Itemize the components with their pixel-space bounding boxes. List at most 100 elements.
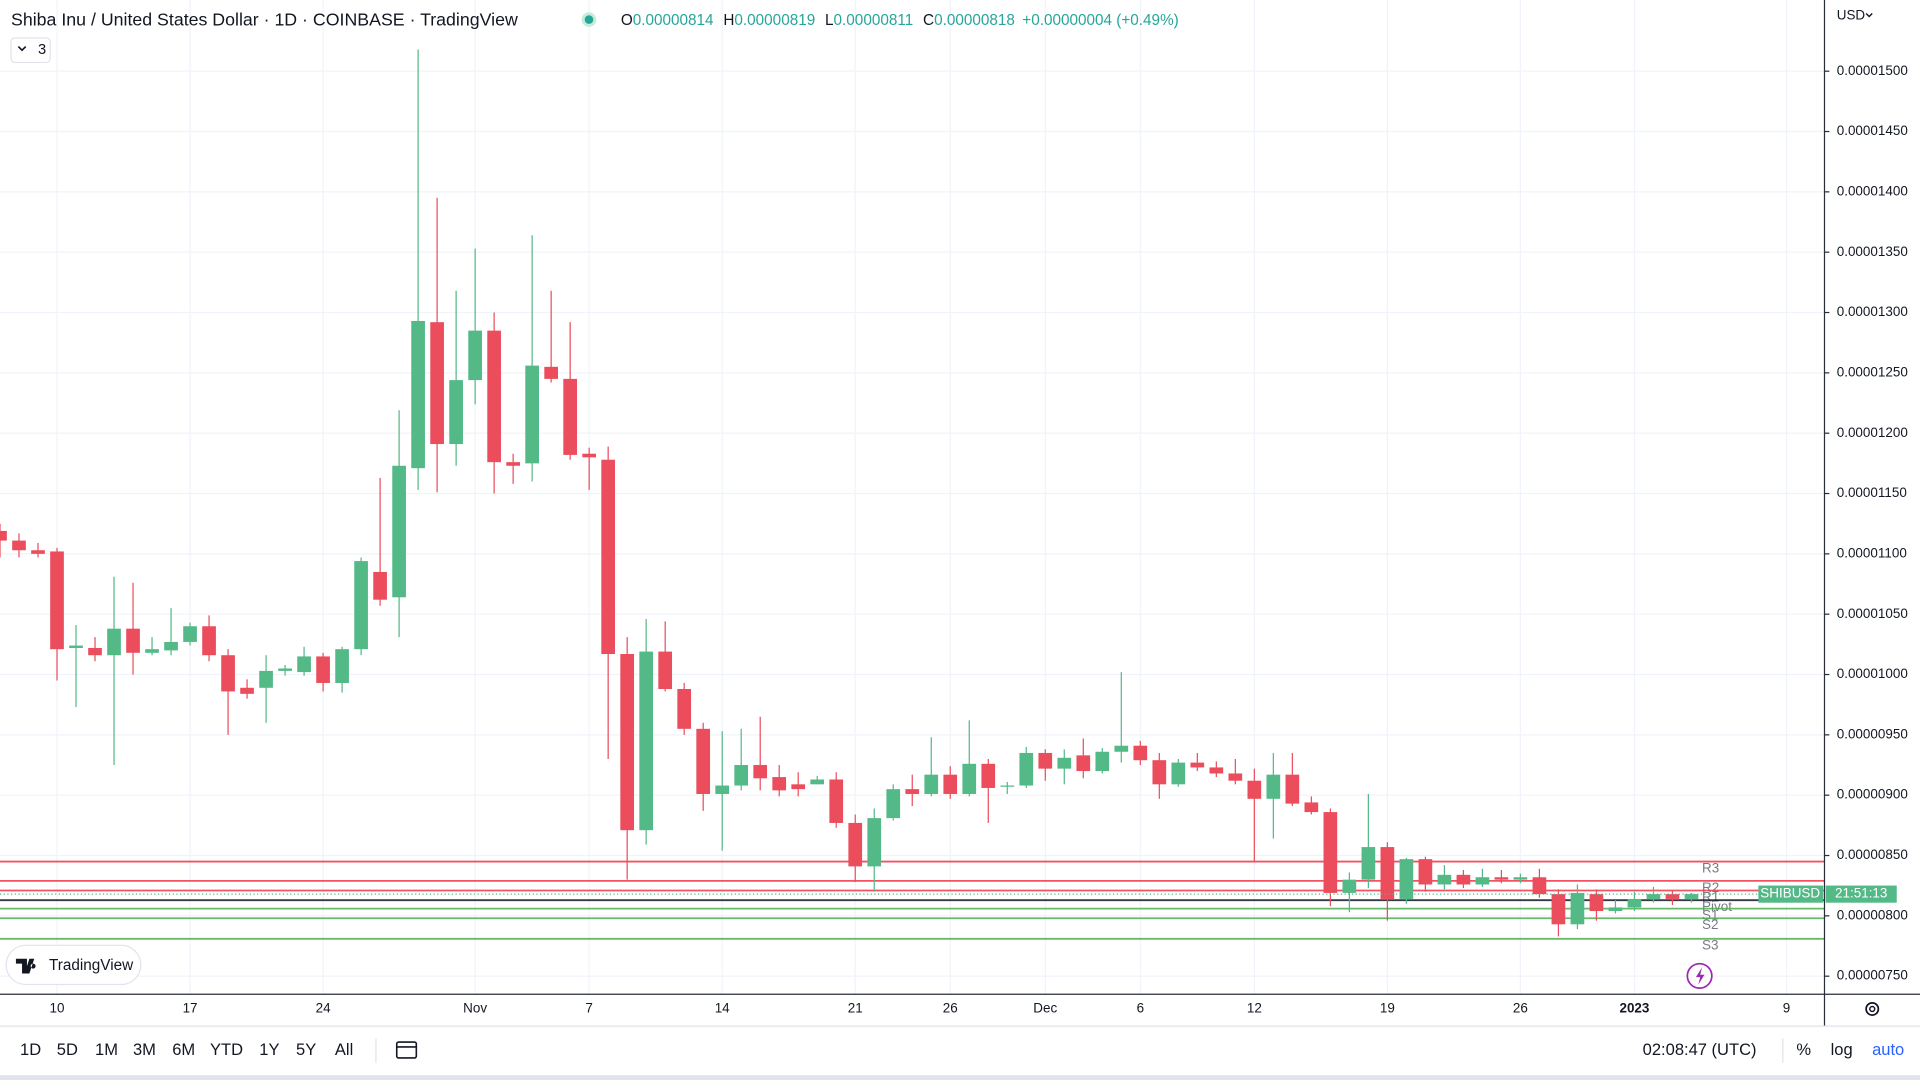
clock[interactable]: 02:08:47 (UTC) (1643, 1040, 1757, 1059)
candle-body (50, 551, 64, 650)
range-button[interactable]: 1M (95, 1040, 118, 1059)
level-label: S3 (1702, 938, 1718, 953)
settings-icon[interactable] (1865, 1002, 1880, 1016)
candle-body (810, 779, 825, 785)
candle-body (202, 626, 216, 656)
y-tick-label: 0.00000750 (1837, 968, 1908, 983)
range-button[interactable]: 5Y (296, 1040, 316, 1059)
indicators-toggle[interactable] (10, 37, 51, 64)
logo-text[interactable]: TradingView (49, 957, 134, 974)
candle-body (791, 784, 806, 790)
currency[interactable]: USD (1837, 7, 1866, 22)
candle-body (1513, 877, 1528, 880)
candle-body (981, 763, 996, 788)
candle-body (392, 465, 406, 598)
candle-body (107, 628, 121, 656)
scale-buttons: % log auto (1796, 1040, 1904, 1059)
chart-title: Shiba Inu / United States Dollar · 1D · … (11, 10, 518, 30)
range-button[interactable]: 5D (57, 1040, 78, 1059)
candle-body (753, 765, 768, 779)
x-tick-label: 9 (1783, 1001, 1790, 1016)
candle-body (1627, 898, 1642, 908)
ohlc-value: 0.00000811 (834, 12, 914, 29)
gear[interactable] (1865, 1002, 1880, 1016)
candle-body (962, 763, 977, 794)
candle-body (829, 779, 844, 823)
date-range-icon[interactable] (395, 1041, 418, 1059)
candles (0, 49, 1825, 937)
candle-body (1342, 879, 1357, 893)
candle-body (696, 728, 711, 794)
scale-button[interactable]: log (1831, 1040, 1853, 1059)
ohlc-key: H (723, 12, 734, 29)
y-tick-label: 0.00000800 (1837, 907, 1908, 922)
candle-body (1551, 894, 1566, 925)
range-button[interactable]: YTD (210, 1040, 243, 1059)
x-tick-label: 14 (715, 1001, 730, 1016)
x-tick-label: Nov (463, 1001, 487, 1016)
candle-body (145, 649, 159, 653)
y-tick-label: 0.00001500 (1837, 63, 1908, 78)
candle-body (1266, 774, 1281, 799)
candle-body (1133, 745, 1148, 761)
candle-body (164, 641, 178, 651)
candle-body (525, 365, 539, 464)
indicators-count[interactable]: 3 (38, 42, 46, 58)
ohlc-value: 0.00000818 (934, 12, 1015, 29)
ohlc-key: O (621, 12, 633, 29)
ohlc-value: 0.00000814 (633, 12, 714, 29)
candle-body (734, 765, 749, 786)
ohlc-value: 0.00000819 (734, 12, 815, 29)
x-tick-label: 12 (1247, 1001, 1262, 1016)
candle-body (1380, 847, 1395, 899)
ohlc-key: C (923, 12, 934, 29)
candle-body (1209, 767, 1224, 774)
level-label: Pivot (1702, 899, 1732, 914)
candle-body (943, 774, 958, 794)
y-tick-label: 0.00001050 (1837, 606, 1908, 621)
candle-body (1589, 894, 1604, 912)
candle-body (259, 670, 273, 688)
y-tick-label: 0.00001100 (1837, 545, 1907, 560)
x-tick-label: 2023 (1619, 1001, 1649, 1016)
range-button[interactable]: 1D (20, 1040, 41, 1059)
calendar[interactable] (395, 1041, 418, 1059)
scale-button[interactable]: % (1796, 1040, 1811, 1059)
range-button[interactable]: All (335, 1040, 353, 1059)
y-tick-label: 0.00000950 (1837, 726, 1908, 741)
range-button[interactable]: 3M (133, 1040, 156, 1059)
x-tick-label: 19 (1380, 1001, 1395, 1016)
gear-hole[interactable] (1869, 1005, 1876, 1013)
range-button[interactable]: 6M (172, 1040, 195, 1059)
candle-body (1475, 877, 1490, 885)
candle-body (373, 571, 387, 600)
symbol-badge (1758, 885, 1824, 903)
candle-body (1532, 877, 1547, 895)
candle-body (1019, 752, 1034, 786)
candle-body (1114, 745, 1129, 752)
y-tick-label: 0.00001350 (1837, 244, 1908, 259)
candle-body (772, 777, 787, 791)
y-tick-label: 0.00001200 (1837, 425, 1908, 440)
x-tick-label: 26 (1513, 1001, 1528, 1016)
scale-button[interactable]: auto (1872, 1040, 1904, 1059)
candle-body (848, 822, 863, 867)
logo-mark (15, 958, 36, 974)
candle-body (1684, 894, 1699, 899)
chevron-icon (1865, 12, 1873, 18)
candle-body (1437, 874, 1452, 885)
x-tick-label: Dec (1033, 1001, 1057, 1016)
ohlc-key: L (825, 12, 834, 29)
candle-body (1076, 755, 1091, 772)
candle-body (1646, 894, 1661, 899)
candle-body (31, 550, 45, 554)
logo-badge[interactable] (5, 944, 142, 986)
range-button[interactable]: 1Y (259, 1040, 279, 1059)
ohlc-legend: O0.00000814 H0.00000819 L0.00000811 C0.0000… (621, 12, 1179, 29)
candle-body (1000, 785, 1015, 787)
candle-body (639, 651, 654, 831)
candle-body (487, 330, 501, 463)
